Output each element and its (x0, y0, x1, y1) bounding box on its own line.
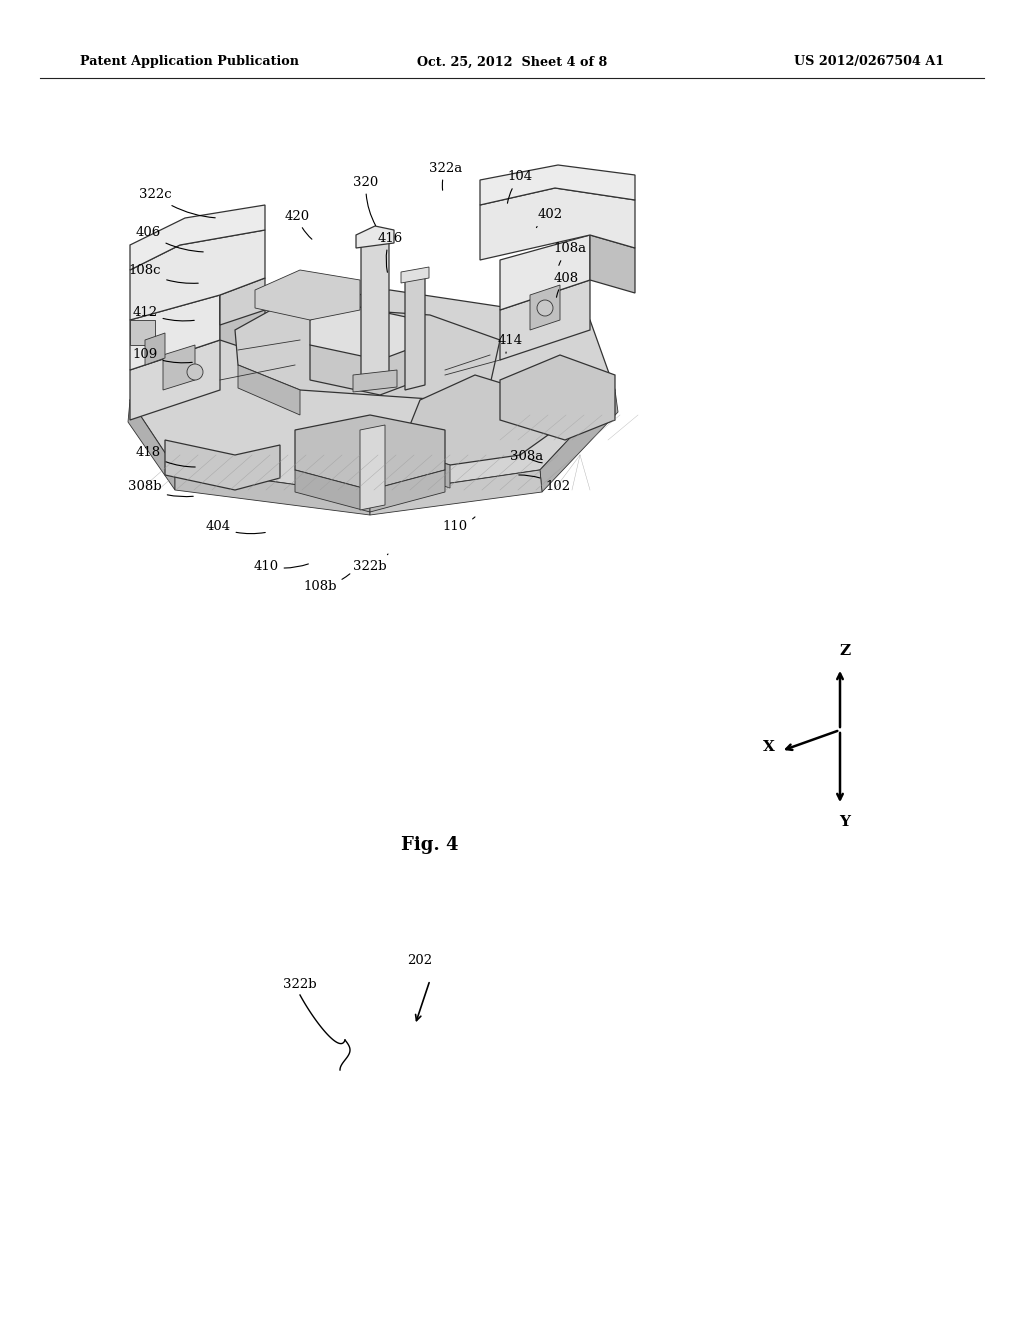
Polygon shape (295, 470, 370, 512)
Text: 322b: 322b (284, 978, 316, 991)
Polygon shape (130, 290, 615, 495)
Polygon shape (360, 425, 385, 510)
Circle shape (187, 364, 203, 380)
Polygon shape (220, 279, 265, 325)
Polygon shape (145, 333, 165, 366)
Polygon shape (356, 226, 394, 248)
Polygon shape (128, 400, 175, 490)
Polygon shape (130, 341, 220, 420)
Polygon shape (500, 280, 590, 360)
Polygon shape (401, 267, 429, 282)
Text: Oct. 25, 2012  Sheet 4 of 8: Oct. 25, 2012 Sheet 4 of 8 (417, 55, 607, 69)
Text: 420: 420 (285, 210, 312, 239)
Polygon shape (370, 470, 445, 512)
Circle shape (537, 300, 553, 315)
Polygon shape (400, 375, 555, 465)
Text: 406: 406 (135, 227, 203, 252)
Text: Patent Application Publication: Patent Application Publication (80, 55, 299, 69)
Text: X: X (763, 741, 775, 754)
Text: 109: 109 (132, 347, 193, 363)
Polygon shape (540, 389, 618, 492)
Text: Z: Z (840, 644, 851, 657)
Polygon shape (530, 285, 560, 330)
Polygon shape (480, 187, 635, 260)
Text: 412: 412 (132, 305, 195, 321)
Polygon shape (130, 319, 155, 345)
Polygon shape (295, 414, 445, 490)
Polygon shape (130, 205, 265, 271)
Text: 308a: 308a (510, 450, 544, 463)
Text: 108c: 108c (129, 264, 199, 284)
Polygon shape (361, 240, 389, 380)
Polygon shape (406, 275, 425, 389)
Text: 414: 414 (498, 334, 522, 354)
Text: 202: 202 (408, 953, 432, 966)
Polygon shape (310, 305, 420, 360)
Text: Fig. 4: Fig. 4 (401, 836, 459, 854)
Text: 410: 410 (253, 560, 308, 573)
Text: 104: 104 (508, 170, 532, 203)
Polygon shape (175, 469, 370, 515)
Polygon shape (480, 165, 635, 205)
Text: 402: 402 (537, 209, 562, 227)
Polygon shape (238, 366, 300, 414)
Polygon shape (590, 235, 635, 293)
Text: 110: 110 (442, 517, 475, 533)
Text: 404: 404 (206, 520, 265, 533)
Polygon shape (310, 330, 420, 395)
Text: 322a: 322a (429, 161, 463, 190)
Polygon shape (165, 440, 280, 490)
Polygon shape (163, 345, 195, 389)
Polygon shape (353, 370, 397, 392)
Polygon shape (255, 271, 360, 319)
Polygon shape (234, 305, 500, 400)
Text: 416: 416 (378, 231, 402, 272)
Text: US 2012/0267504 A1: US 2012/0267504 A1 (794, 55, 944, 69)
Text: 308b: 308b (128, 480, 194, 496)
Text: 108a: 108a (553, 243, 587, 265)
Polygon shape (500, 235, 590, 310)
Text: 418: 418 (135, 446, 196, 467)
Polygon shape (370, 470, 542, 515)
Polygon shape (500, 355, 615, 440)
Text: 322c: 322c (138, 189, 215, 218)
Text: 408: 408 (553, 272, 579, 297)
Text: 102: 102 (519, 475, 570, 492)
Polygon shape (220, 294, 265, 355)
Text: Y: Y (840, 814, 851, 829)
Polygon shape (400, 450, 450, 488)
Polygon shape (130, 294, 220, 370)
Text: 322b: 322b (353, 554, 388, 573)
Text: 320: 320 (353, 176, 379, 226)
Polygon shape (130, 230, 265, 319)
Text: 108b: 108b (303, 574, 350, 594)
